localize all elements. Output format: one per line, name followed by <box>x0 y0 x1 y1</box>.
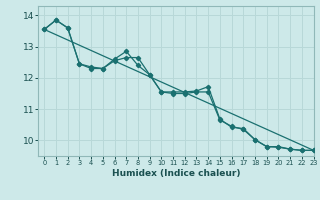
X-axis label: Humidex (Indice chaleur): Humidex (Indice chaleur) <box>112 169 240 178</box>
